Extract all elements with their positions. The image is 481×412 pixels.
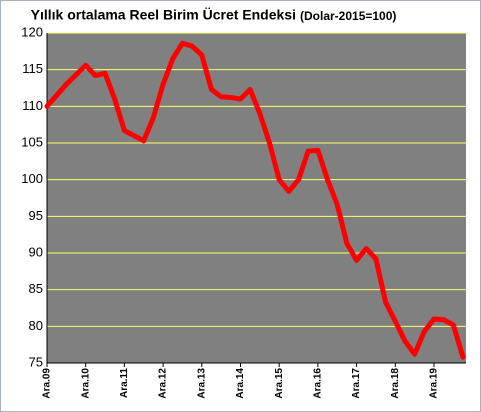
y-tick-label: 80 — [29, 318, 43, 333]
y-tick-label: 115 — [22, 61, 43, 76]
x-tick-label: Ara.13 — [196, 368, 207, 399]
x-tick-label: Ara.18 — [390, 368, 401, 399]
y-tick-label: 95 — [29, 208, 43, 223]
x-tick-label: Ara.19 — [429, 368, 440, 399]
chart-title: Yıllık ortalama Reel Birim Ücret Endeksi — [31, 7, 296, 23]
y-tick-label: 85 — [29, 281, 43, 296]
y-tick-label: 100 — [21, 171, 43, 186]
x-tick-label: Ara.12 — [158, 368, 169, 399]
y-tick-label: 120 — [21, 24, 43, 39]
x-tick-label: Ara.16 — [313, 368, 324, 399]
y-tick-label: 75 — [29, 354, 43, 369]
x-tick-label: Ara.14 — [235, 368, 246, 399]
data-line — [44, 40, 466, 360]
x-tick-label: Ara.11 — [119, 368, 130, 398]
y-tick-label: 90 — [29, 244, 43, 259]
y-tick-label: 110 — [22, 98, 43, 113]
x-tick-label: Ara.09 — [42, 368, 53, 399]
x-tick-label: Ara.10 — [80, 368, 91, 399]
x-tick-label: Ara.15 — [274, 368, 285, 399]
plot-area — [47, 33, 466, 363]
y-tick-label: 105 — [21, 134, 43, 149]
chart-subtitle: (Dolar-2015=100) — [300, 9, 396, 23]
x-tick-label: Ara.17 — [351, 368, 362, 399]
